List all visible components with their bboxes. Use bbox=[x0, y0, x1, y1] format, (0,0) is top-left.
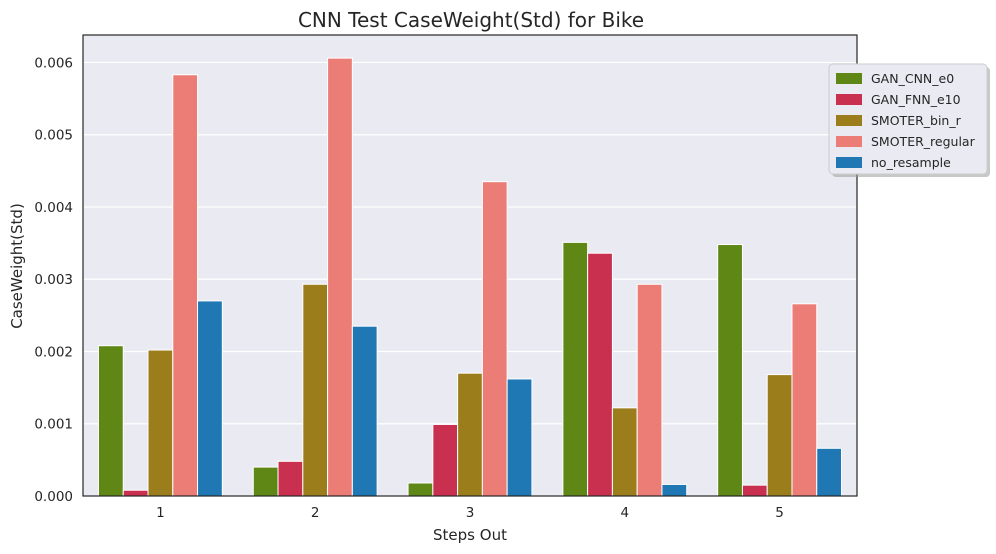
bar-no_resample-5 bbox=[816, 447, 843, 497]
x-tick-label: 2 bbox=[311, 505, 320, 521]
y-tick-label: 0.002 bbox=[34, 344, 73, 360]
legend-swatch-GAN_CNN_e0 bbox=[836, 73, 862, 84]
bar-GAN_CNN_e0-4 bbox=[562, 241, 589, 497]
bars-group bbox=[97, 57, 843, 497]
bar-SMOTER_bin_r-2 bbox=[302, 283, 329, 497]
bar-GAN_CNN_e0-2 bbox=[252, 466, 279, 497]
bar-no_resample-4 bbox=[661, 483, 688, 497]
y-tick-label: 0.006 bbox=[34, 55, 73, 71]
x-tick-label: 5 bbox=[775, 505, 784, 521]
bar-no_resample-2 bbox=[351, 325, 378, 497]
legend-label-GAN_FNN_e10: GAN_FNN_e10 bbox=[871, 92, 961, 107]
bar-SMOTER_regular-4 bbox=[636, 283, 663, 497]
bar-SMOTER_regular-3 bbox=[481, 181, 508, 497]
bar-SMOTER_regular-1 bbox=[172, 74, 199, 497]
bar-SMOTER_bin_r-1 bbox=[147, 349, 174, 497]
x-axis-ticks: 1 2 3 4 5 bbox=[156, 505, 784, 521]
bar-GAN_FNN_e10-5 bbox=[741, 484, 768, 497]
legend-swatch-SMOTER_regular bbox=[836, 136, 862, 147]
legend-label-SMOTER_bin_r: SMOTER_bin_r bbox=[871, 113, 962, 128]
x-tick-label: 3 bbox=[466, 505, 475, 521]
y-tick-label: 0.000 bbox=[34, 489, 73, 505]
legend-swatch-SMOTER_bin_r bbox=[836, 115, 862, 126]
x-tick-label: 1 bbox=[156, 505, 165, 521]
bar-GAN_CNN_e0-1 bbox=[97, 345, 124, 497]
legend-box bbox=[828, 63, 988, 175]
bar-no_resample-1 bbox=[197, 300, 223, 497]
bar-SMOTER_regular-5 bbox=[791, 303, 818, 497]
legend: GAN_CNN_e0 GAN_FNN_e10 SMOTER_bin_r SMOTER_… bbox=[828, 63, 990, 177]
bar-SMOTER_bin_r-4 bbox=[611, 407, 638, 497]
bar-GAN_FNN_e10-2 bbox=[277, 460, 304, 497]
y-tick-label: 0.004 bbox=[34, 200, 73, 216]
bar-SMOTER_bin_r-5 bbox=[766, 374, 793, 497]
legend-label-no_resample: no_resample bbox=[871, 155, 951, 170]
chart-title: CNN Test CaseWeight(Std) for Bike bbox=[298, 8, 644, 32]
legend-label-GAN_CNN_e0: GAN_CNN_e0 bbox=[871, 71, 954, 86]
x-tick-label: 4 bbox=[621, 505, 630, 521]
plot-frame bbox=[82, 34, 858, 497]
bar-GAN_FNN_e10-4 bbox=[587, 252, 613, 497]
legend-swatch-GAN_FNN_e10 bbox=[836, 94, 862, 105]
bar-GAN_CNN_e0-5 bbox=[717, 244, 743, 497]
y-tick-label: 0.003 bbox=[34, 272, 73, 288]
bar-SMOTER_bin_r-3 bbox=[457, 372, 483, 497]
x-axis-label: Steps Out bbox=[433, 526, 507, 544]
legend-swatch-no_resample bbox=[836, 157, 862, 168]
y-axis-label: CaseWeight(Std) bbox=[8, 203, 26, 329]
y-tick-label: 0.005 bbox=[34, 128, 73, 144]
bar-no_resample-3 bbox=[506, 378, 533, 497]
bar-GAN_FNN_e10-3 bbox=[432, 423, 459, 497]
y-axis-ticks: 0.000 0.001 0.002 0.003 0.004 0.005 0.006 bbox=[34, 55, 73, 505]
bar-SMOTER_regular-2 bbox=[327, 57, 353, 497]
y-tick-label: 0.001 bbox=[34, 417, 73, 433]
bar-GAN_FNN_e10-1 bbox=[122, 489, 149, 497]
legend-label-SMOTER_regular: SMOTER_regular bbox=[871, 134, 976, 149]
bar-GAN_CNN_e0-3 bbox=[407, 482, 434, 497]
